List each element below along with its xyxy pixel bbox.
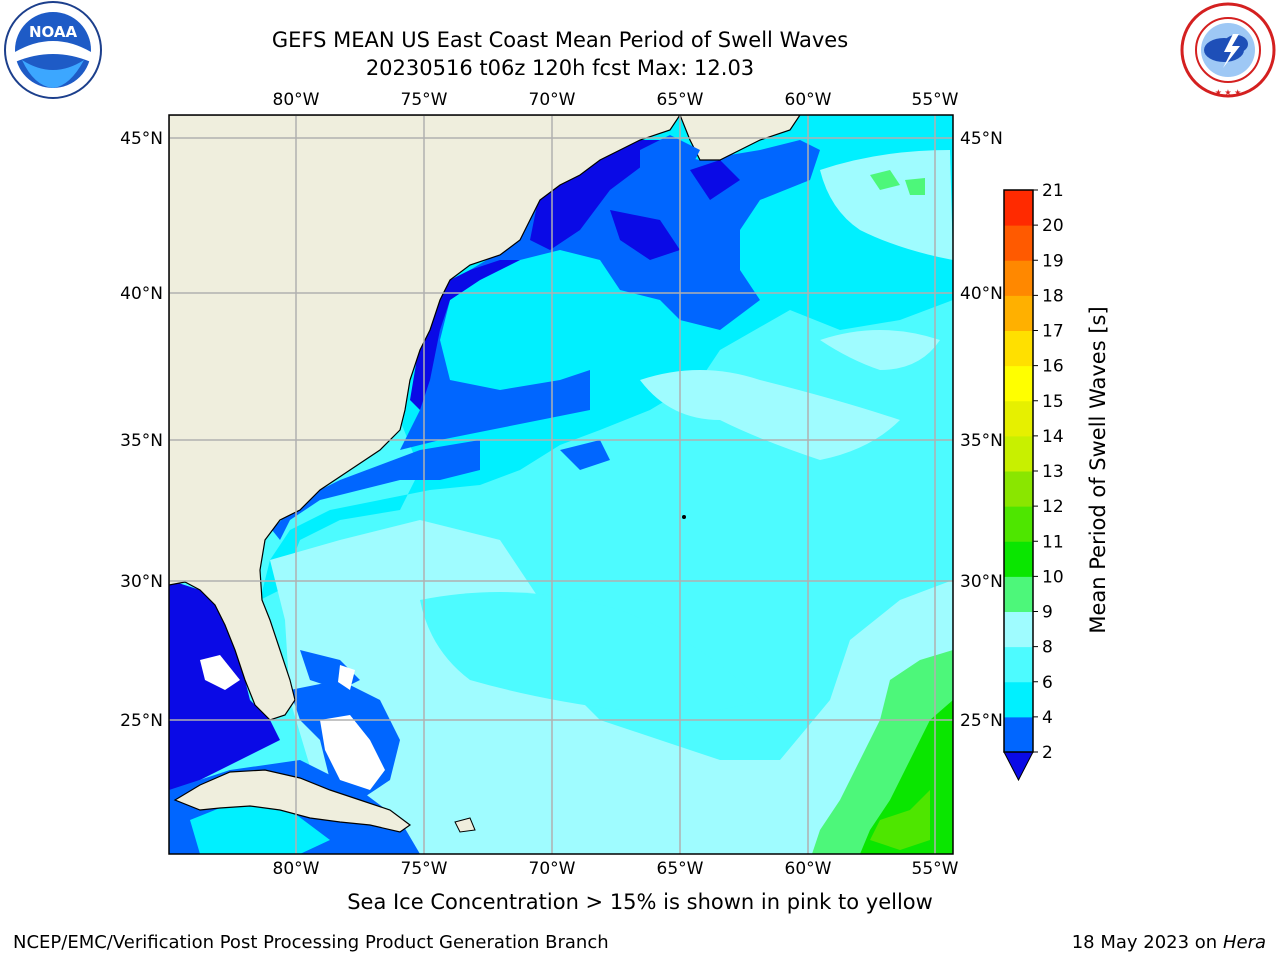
footer-date: 18 May 2023 on Hera: [1072, 932, 1266, 953]
lon-label-bottom: 80°W: [273, 859, 320, 879]
colorbar-swatch: [1004, 365, 1033, 402]
colorbar-swatch: [1004, 576, 1033, 612]
contour-2-4s-carolinas: [272, 440, 480, 540]
colorbar-tick-label: 6: [1042, 673, 1053, 693]
colorbar-swatch: [1004, 681, 1033, 718]
colorbar-swatch: [1004, 295, 1033, 331]
noaa-logo-icon: NOAA: [0, 0, 106, 100]
bahamas-banks: [320, 715, 385, 790]
colorbar: 2 4 6 8 9 10 11 12 13 14 15 16 17 18 19 20 21: [990, 180, 1120, 790]
lat-label-right: 30°N: [960, 572, 1003, 592]
colorbar-under-triangle: [1003, 751, 1034, 782]
colorbar-tick-label: 14: [1042, 427, 1064, 447]
lon-label-bottom: 60°W: [785, 859, 832, 879]
colorbar-tick-label: 20: [1042, 216, 1064, 236]
footer-machine: Hera: [1222, 932, 1266, 953]
chart-title: GEFS MEAN US East Coast Mean Period of S…: [271, 28, 849, 52]
lon-label-bottom: 70°W: [529, 859, 576, 879]
colorbar-swatch: [1004, 611, 1033, 648]
colorbar-tick-label: 2: [1042, 743, 1053, 763]
footer-branch: NCEP/EMC/Verification Post Processing Pr…: [13, 932, 609, 953]
colorbar-swatch: [1004, 225, 1033, 261]
colorbar-tick-label: 8: [1042, 638, 1053, 658]
colorbar-swatch: [1004, 435, 1033, 472]
contour-8-9s-northeast: [820, 150, 953, 260]
colorbar-tick-label: 18: [1042, 286, 1064, 306]
colorbar-swatch: [1004, 646, 1033, 683]
contour-2-4s-north: [400, 140, 820, 450]
contour-8-9s-east: [820, 330, 940, 370]
colorbar-swatch: [1004, 330, 1033, 367]
lat-label-left: 25°N: [120, 711, 163, 731]
footer-date-text: 18 May 2023 on: [1071, 932, 1218, 953]
lon-label-bottom: 75°W: [401, 859, 448, 879]
chart-subtitle: 20230516 t06z 120h fcst Max: 12.03: [365, 56, 755, 80]
colorbar-tick-label: 9: [1042, 603, 1053, 623]
colorbar-tick-label: 13: [1042, 462, 1064, 482]
svg-text:★ ★ ★: ★ ★ ★: [1215, 88, 1242, 97]
map-gridlines: [169, 115, 953, 854]
colorbar-tick-label: 4: [1042, 708, 1053, 728]
map-frame: [168, 114, 954, 855]
lat-label-left: 45°N: [120, 129, 163, 149]
colorbar-tick-label: 10: [1042, 567, 1064, 587]
colorbar-swatch: [1004, 471, 1033, 507]
lat-label-right: 25°N: [960, 711, 1003, 731]
colorbar-tick-label: 16: [1042, 357, 1064, 377]
colorbar-swatch: [1004, 506, 1033, 542]
contour-0-2s-gulf: [169, 580, 280, 800]
lon-label-top: 55°W: [912, 90, 959, 110]
colorbar-tick-label: 21: [1042, 181, 1064, 201]
lat-label-left: 40°N: [120, 284, 163, 304]
colorbar-tick-label: 17: [1042, 322, 1064, 342]
lat-label-left: 35°N: [120, 431, 163, 451]
bermuda-marker: [682, 515, 686, 519]
colorbar-label: Mean Period of Swell Waves [s]: [1086, 306, 1110, 634]
lat-label-right: 35°N: [960, 431, 1003, 451]
sea-ice-caption: Sea Ice Concentration > 15% is shown in …: [347, 890, 933, 914]
land-cuba: [173, 769, 412, 833]
colorbar-swatch: [1004, 716, 1033, 753]
contour-8-9s-central: [640, 370, 900, 460]
colorbar-swatch: [1004, 541, 1033, 577]
lon-label-top: 75°W: [401, 90, 448, 110]
lon-label-bottom: 65°W: [657, 859, 704, 879]
contour-0-2s-new-england: [530, 140, 660, 250]
colorbar-swatch: [1004, 400, 1033, 437]
national-weather-service-logo-icon: ★ ★ ★: [1176, 0, 1280, 100]
colorbar-tick-label: 11: [1042, 532, 1064, 552]
lat-label-right: 40°N: [960, 284, 1003, 304]
noaa-logo-text: NOAA: [29, 23, 78, 41]
lon-label-top: 65°W: [657, 90, 704, 110]
lon-label-top: 60°W: [785, 90, 832, 110]
lon-label-top: 80°W: [273, 90, 320, 110]
lon-label-top: 70°W: [529, 90, 576, 110]
colorbar-swatch: [1004, 190, 1033, 226]
lat-label-right: 45°N: [960, 129, 1003, 149]
colorbar-swatch: [1004, 260, 1033, 296]
contour-6-8s-core: [420, 592, 760, 714]
lon-label-bottom: 55°W: [912, 859, 959, 879]
colorbar-tick-label: 12: [1042, 497, 1064, 517]
colorbar-tick-label: 15: [1042, 392, 1064, 412]
colorbar-tick-label: 19: [1042, 251, 1064, 271]
lat-label-left: 30°N: [120, 572, 163, 592]
